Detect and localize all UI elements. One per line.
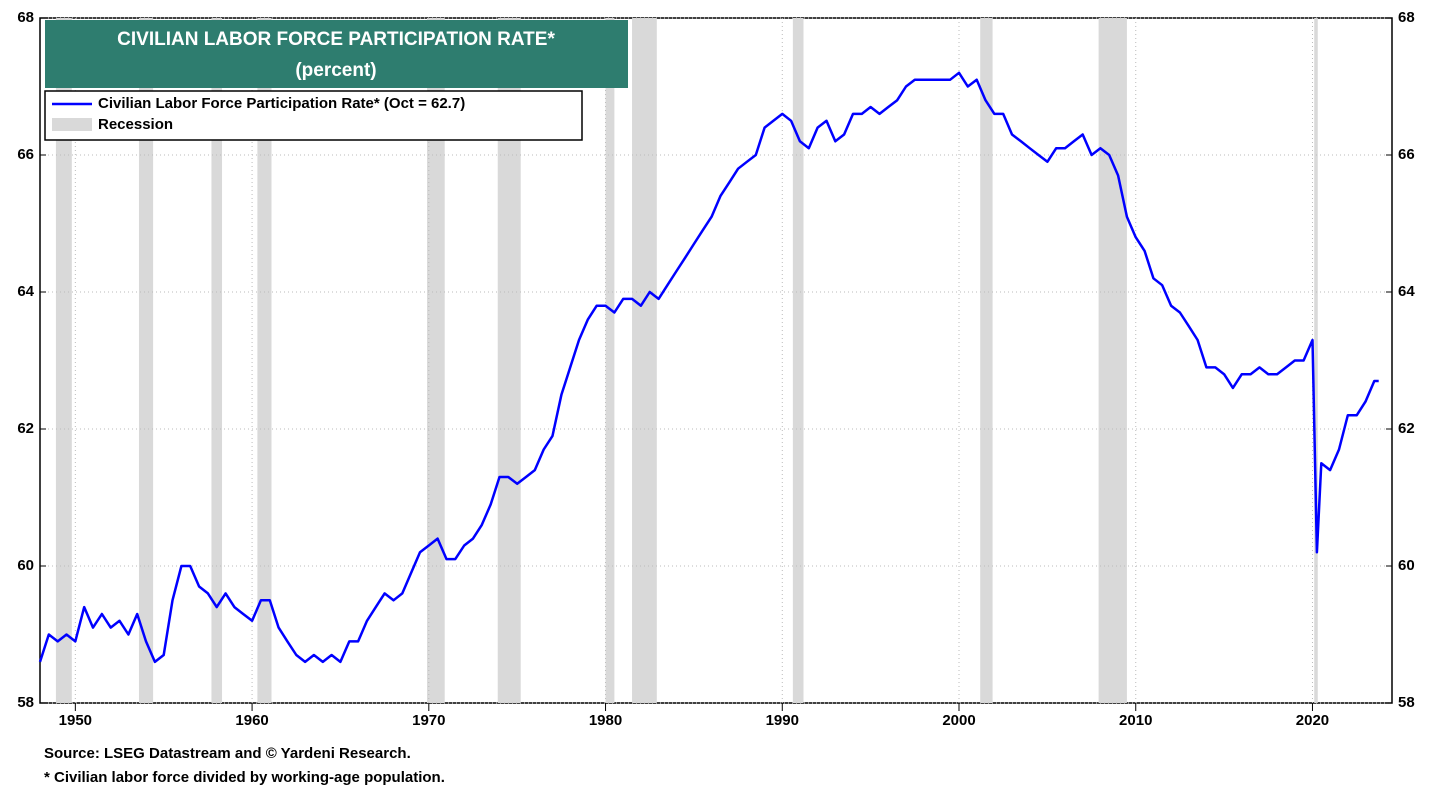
marks — [38, 17, 1392, 704]
recession-band — [427, 18, 445, 703]
recession-band — [1098, 18, 1127, 703]
y2-tick-label: 64 — [1398, 283, 1415, 300]
x-tick-label: 2010 — [1119, 712, 1152, 729]
recession-band — [138, 18, 154, 703]
y-tick-label: 62 — [17, 420, 34, 437]
y2-tick-label: 58 — [1398, 694, 1415, 711]
x-tick-label: 2000 — [942, 712, 975, 729]
y2-tick-label: 62 — [1398, 420, 1415, 437]
legend — [44, 90, 583, 141]
recession-band — [605, 18, 615, 703]
y2-tick-label: 60 — [1398, 557, 1415, 574]
y-tick-label: 66 — [17, 146, 34, 163]
footnote: * Civilian labor force divided by workin… — [44, 769, 445, 786]
y-tick-label: 58 — [17, 694, 34, 711]
recession-band — [55, 18, 72, 703]
y-tick-label: 68 — [17, 9, 34, 26]
recession-band — [632, 18, 657, 703]
chart-title: CIVILIAN LABOR FORCE PARTICIPATION RATE* — [117, 29, 555, 50]
title-box — [45, 20, 628, 88]
recession-band — [792, 18, 804, 703]
x-tick-label: 1960 — [235, 712, 268, 729]
recession-band — [980, 18, 993, 703]
y-tick-label: 60 — [17, 557, 34, 574]
y2-tick-label: 66 — [1398, 146, 1415, 163]
x-tick-label: 2020 — [1296, 712, 1329, 729]
x-tick-label: 1970 — [412, 712, 445, 729]
x-tick-label: 1980 — [589, 712, 622, 729]
recession-band — [211, 18, 223, 703]
x-tick-label: 1990 — [766, 712, 799, 729]
recession-band — [497, 18, 521, 703]
y-tick-label: 64 — [17, 283, 34, 300]
recession-band — [257, 18, 272, 703]
data-line — [38, 71, 1379, 664]
recession-band — [1314, 18, 1318, 703]
y2-tick-label: 68 — [1398, 9, 1415, 26]
x-tick-label: 1950 — [59, 712, 92, 729]
legend-band-swatch — [52, 118, 92, 131]
source: Source: LSEG Datastream and © Yardeni Re… — [44, 745, 411, 762]
legend-label: Civilian Labor Force Participation Rate*… — [98, 95, 465, 112]
legend-label: Recession — [98, 116, 173, 133]
chart-subtitle: (percent) — [295, 60, 376, 81]
